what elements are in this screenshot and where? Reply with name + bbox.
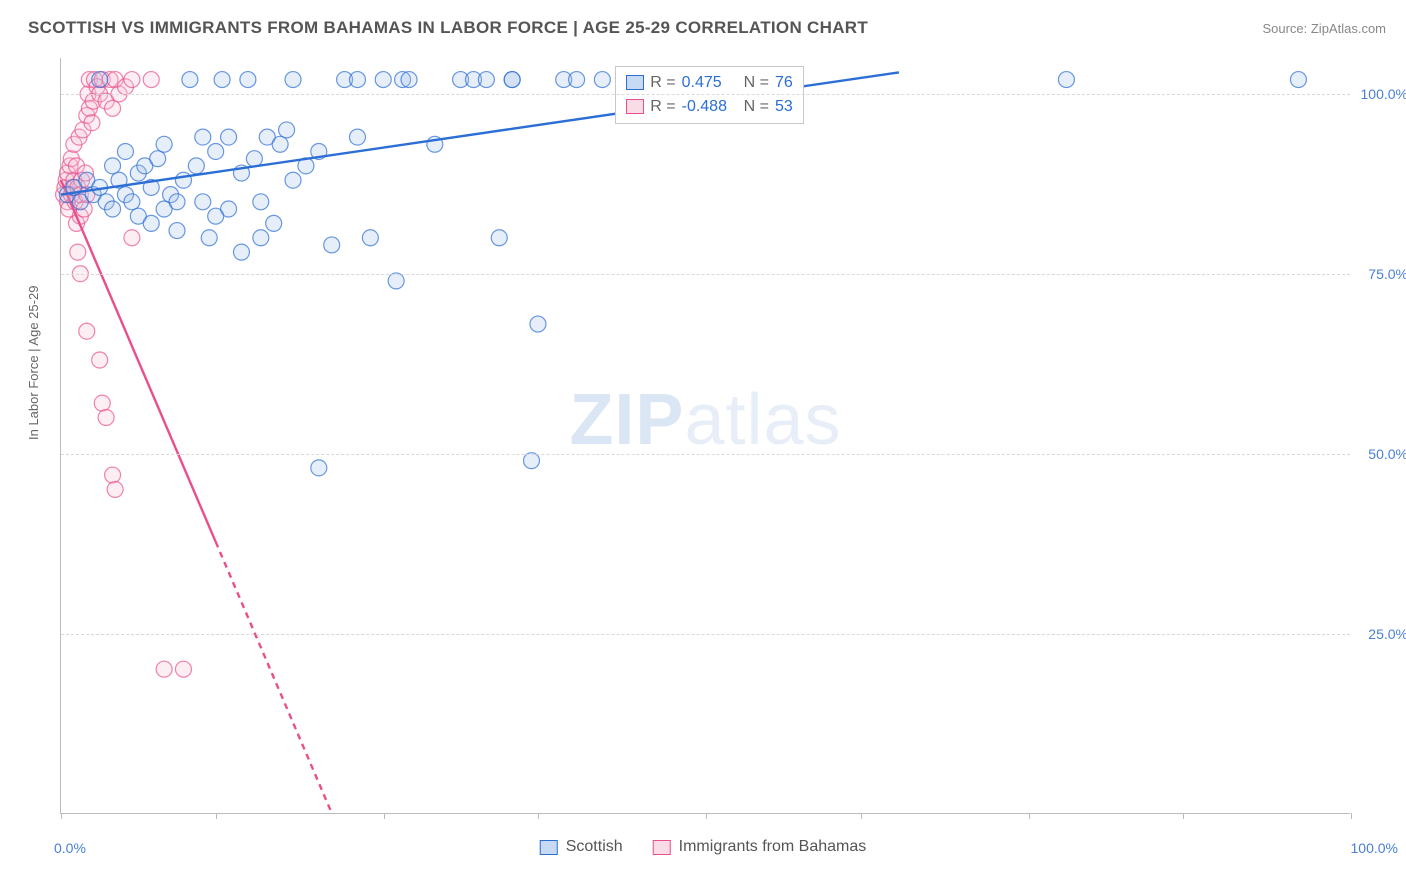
y-tick-label: 25.0% xyxy=(1356,626,1406,642)
stats-row-bahamas: R = -0.488 N = 53 xyxy=(626,95,792,119)
n-value-bahamas: 53 xyxy=(775,95,793,119)
scatter-svg xyxy=(61,58,1350,813)
y-tick-label: 50.0% xyxy=(1356,446,1406,462)
y-axis-title: In Labor Force | Age 25-29 xyxy=(26,286,41,440)
y-tick-label: 100.0% xyxy=(1356,86,1406,102)
stats-row-scottish: R = 0.475 N = 76 xyxy=(626,71,792,95)
x-axis-label-0: 0.0% xyxy=(54,840,86,856)
legend-item-bahamas: Immigrants from Bahamas xyxy=(653,838,867,856)
swatch-scottish-icon xyxy=(626,75,644,90)
legend-label-scottish: Scottish xyxy=(566,838,623,856)
title-bar: SCOTTISH VS IMMIGRANTS FROM BAHAMAS IN L… xyxy=(28,18,1386,38)
n-label: N = xyxy=(744,95,769,119)
n-label: N = xyxy=(744,71,769,95)
chart-title: SCOTTISH VS IMMIGRANTS FROM BAHAMAS IN L… xyxy=(28,18,868,38)
legend: Scottish Immigrants from Bahamas xyxy=(540,838,867,856)
n-value-scottish: 76 xyxy=(775,71,793,95)
legend-label-bahamas: Immigrants from Bahamas xyxy=(679,838,867,856)
chart-plot-area: ZIPatlas R = 0.475 N = 76 R = -0.488 N =… xyxy=(60,58,1350,814)
legend-swatch-bahamas-icon xyxy=(653,840,671,855)
swatch-bahamas-icon xyxy=(626,99,644,114)
r-value-bahamas: -0.488 xyxy=(682,95,738,119)
x-axis-label-100: 100.0% xyxy=(1351,840,1398,856)
legend-swatch-scottish-icon xyxy=(540,840,558,855)
r-value-scottish: 0.475 xyxy=(682,71,738,95)
source-label: Source: ZipAtlas.com xyxy=(1262,21,1386,36)
legend-item-scottish: Scottish xyxy=(540,838,623,856)
r-label: R = xyxy=(650,95,675,119)
y-tick-label: 75.0% xyxy=(1356,266,1406,282)
r-label: R = xyxy=(650,71,675,95)
